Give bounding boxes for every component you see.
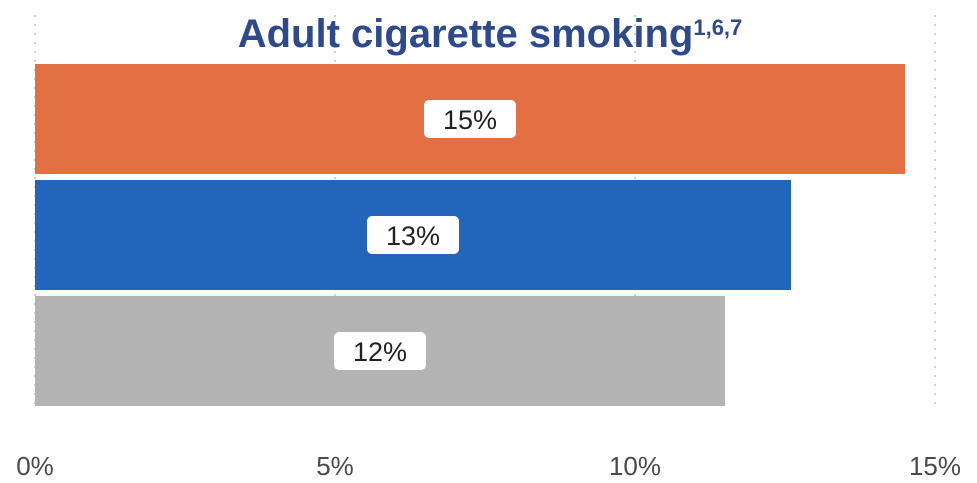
- data-label-box: [334, 332, 426, 370]
- chart-title: Adult cigarette smoking1,6,7: [238, 12, 743, 56]
- chart-title-text: Adult cigarette smoking: [238, 12, 694, 56]
- data-label: 13%: [386, 221, 440, 251]
- x-tick-label: 10%: [609, 451, 661, 481]
- chart-title-superscript: 1,6,7: [693, 15, 742, 40]
- data-label-box: [367, 216, 459, 254]
- data-label: 15%: [443, 105, 497, 135]
- data-label: 12%: [353, 337, 407, 367]
- x-tick-label: 0%: [16, 451, 54, 481]
- data-labels: 15% 13% 12%: [334, 100, 516, 370]
- data-label-box: [424, 100, 516, 138]
- x-axis-ticks: 0% 5% 10% 15%: [16, 451, 961, 481]
- x-tick-label: 5%: [316, 451, 354, 481]
- x-tick-label: 15%: [909, 451, 961, 481]
